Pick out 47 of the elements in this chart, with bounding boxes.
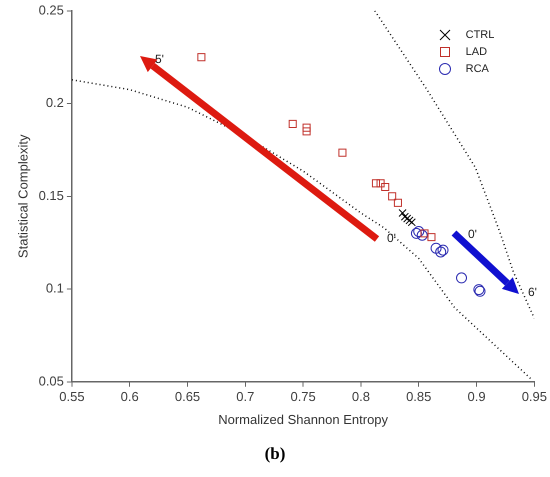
x-tick-label: 0.7 [236, 389, 254, 404]
point [376, 179, 385, 188]
point [381, 182, 390, 192]
point [408, 218, 416, 226]
point [400, 212, 409, 221]
point [435, 246, 446, 258]
annotation: 6' [528, 285, 537, 299]
x-axis-title: Normalized Shannon Entropy [218, 412, 389, 427]
point [338, 148, 346, 157]
annotation: 0' [387, 231, 396, 245]
legend-label: LAD [466, 44, 488, 60]
point [302, 127, 311, 136]
point [288, 120, 297, 128]
point [388, 192, 396, 200]
point [403, 214, 412, 223]
annotation: 0' [468, 227, 477, 241]
point [438, 244, 449, 256]
point [372, 179, 380, 188]
y-tick-label: 0.25 [38, 2, 64, 18]
text: (b) [264, 444, 286, 464]
point [427, 233, 436, 242]
point [398, 208, 407, 218]
legend-label: RCA [466, 62, 489, 77]
point [302, 124, 311, 132]
x-tick-label: 0.85 [406, 389, 432, 404]
y-tick-label: 0.2 [46, 95, 64, 110]
point [394, 198, 402, 207]
x-tick-label: 0.55 [59, 389, 85, 404]
y-tick-label: 0.1 [46, 280, 64, 296]
y-tick-label: 0.05 [38, 373, 64, 388]
point [413, 226, 424, 238]
point [197, 53, 206, 62]
x-tick-label: 0.8 [352, 389, 370, 404]
point [416, 230, 428, 241]
x-tick-label: 0.75 [290, 389, 316, 404]
annotation: 5' [155, 52, 164, 66]
x-tick-label: 0.95 [522, 389, 548, 404]
y-tick-label: 0.15 [38, 188, 64, 203]
x-tick-label: 0.6 [120, 389, 139, 404]
point [420, 229, 429, 238]
x-tick-label: 0.65 [174, 389, 200, 404]
point [410, 228, 422, 239]
legend-label: CTRL [466, 28, 494, 43]
y-axis-title: Statistical Complexity [15, 134, 30, 258]
x-tick-label: 0.9 [468, 389, 486, 404]
point [456, 272, 468, 284]
point [430, 242, 442, 254]
